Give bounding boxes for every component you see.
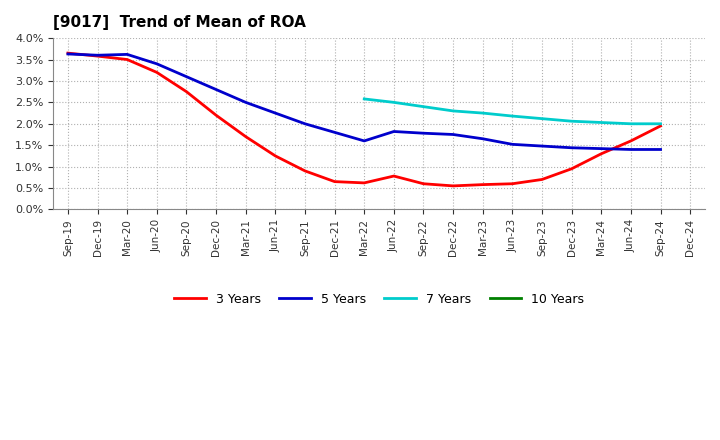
3 Years (93, 54, 102, 59)
7 Years (567, 118, 576, 124)
5 Years (182, 74, 191, 79)
5 Years (153, 61, 161, 66)
5 Years (479, 136, 487, 141)
3 Years (567, 166, 576, 172)
3 Years (301, 168, 310, 173)
7 Years (419, 104, 428, 109)
3 Years (182, 89, 191, 94)
5 Years (301, 121, 310, 126)
3 Years (538, 177, 546, 182)
3 Years (212, 113, 220, 118)
5 Years (656, 147, 665, 152)
5 Years (567, 145, 576, 150)
5 Years (271, 110, 279, 116)
3 Years (63, 51, 72, 56)
7 Years (479, 110, 487, 116)
7 Years (390, 100, 398, 105)
5 Years (330, 130, 339, 135)
5 Years (241, 100, 250, 105)
Line: 7 Years: 7 Years (364, 99, 660, 124)
3 Years (390, 173, 398, 179)
3 Years (330, 179, 339, 184)
7 Years (538, 116, 546, 121)
5 Years (212, 87, 220, 92)
Line: 3 Years: 3 Years (68, 53, 660, 186)
3 Years (123, 57, 132, 62)
5 Years (597, 146, 606, 151)
3 Years (626, 138, 635, 143)
7 Years (449, 108, 457, 114)
3 Years (479, 182, 487, 187)
3 Years (241, 134, 250, 139)
3 Years (508, 181, 517, 187)
3 Years (271, 153, 279, 158)
3 Years (419, 181, 428, 187)
Legend: 3 Years, 5 Years, 7 Years, 10 Years: 3 Years, 5 Years, 7 Years, 10 Years (169, 288, 589, 311)
3 Years (449, 183, 457, 188)
7 Years (597, 120, 606, 125)
5 Years (93, 53, 102, 58)
7 Years (626, 121, 635, 126)
Text: [9017]  Trend of Mean of ROA: [9017] Trend of Mean of ROA (53, 15, 306, 30)
3 Years (597, 151, 606, 156)
5 Years (390, 129, 398, 134)
Line: 5 Years: 5 Years (68, 54, 660, 150)
7 Years (656, 121, 665, 126)
5 Years (508, 142, 517, 147)
5 Years (123, 52, 132, 57)
5 Years (63, 51, 72, 57)
3 Years (656, 123, 665, 128)
5 Years (626, 147, 635, 152)
3 Years (153, 70, 161, 75)
5 Years (538, 143, 546, 149)
5 Years (449, 132, 457, 137)
3 Years (360, 180, 369, 186)
5 Years (360, 138, 369, 143)
7 Years (508, 114, 517, 119)
5 Years (419, 131, 428, 136)
7 Years (360, 96, 369, 102)
